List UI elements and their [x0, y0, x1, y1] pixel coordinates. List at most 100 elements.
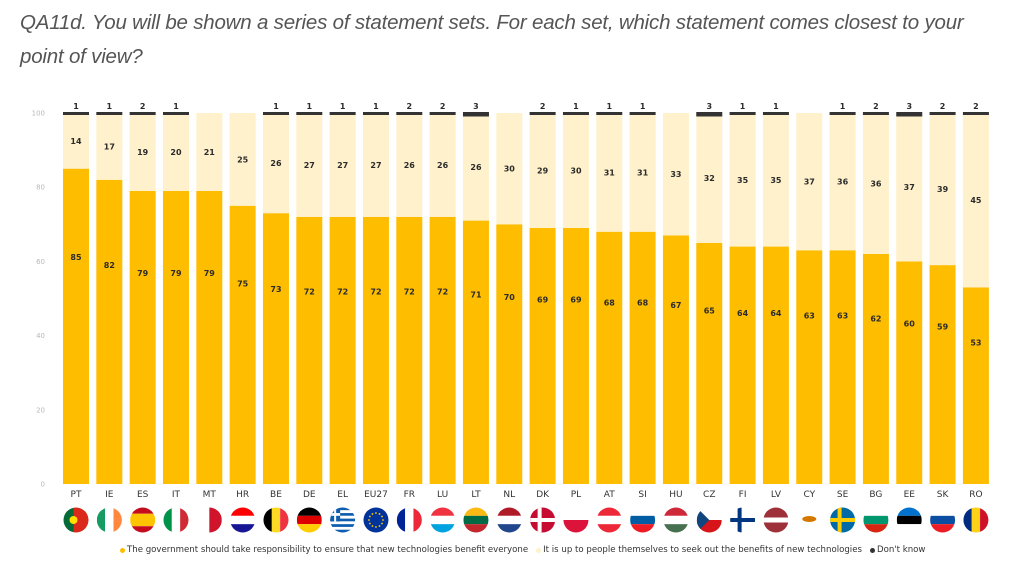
flag-cy-icon [796, 507, 822, 533]
data-label-government: 64 [770, 309, 782, 318]
bar-people [929, 113, 956, 266]
bar-group-lt: 3 71 26 [462, 102, 489, 484]
flag-lu-icon [430, 507, 456, 533]
data-label-dont-know: 2 [973, 102, 979, 111]
x-tick-label: MT [203, 490, 217, 500]
bar-people [729, 113, 756, 247]
bar-group-at: 1 68 31 [596, 102, 623, 484]
flag-es-icon [130, 507, 156, 533]
data-label-government: 70 [504, 293, 516, 302]
bar-government [796, 250, 823, 484]
bar-group-se: 1 63 36 [829, 102, 856, 484]
bar-group-ee: 3 60 37 [896, 102, 923, 484]
bar-people [762, 113, 789, 247]
bar-group-mt: 79 21 [196, 113, 223, 484]
legend: The government should take responsibilit… [120, 545, 925, 555]
bar-dont-know [296, 112, 323, 115]
x-tick-label: EL [337, 490, 348, 500]
legend-swatch-government [120, 547, 125, 553]
flag-pt-icon [63, 507, 89, 533]
x-tick-label: IT [172, 490, 181, 500]
data-label-government: 67 [670, 301, 681, 310]
bar-people [862, 113, 889, 254]
bar-people [196, 113, 223, 191]
data-label-government: 82 [104, 261, 115, 270]
data-label-dont-know: 2 [940, 102, 946, 111]
bar-government [696, 242, 723, 484]
flag-lv-icon [763, 507, 789, 533]
flag-be-icon [263, 507, 289, 533]
data-label-government: 69 [537, 296, 549, 305]
data-label-government: 53 [970, 338, 981, 347]
legend-label-dont-know: Don't know [876, 545, 926, 555]
bar-people [262, 113, 289, 214]
data-label-dont-know: 1 [173, 102, 179, 111]
x-tick-label: NL [503, 490, 515, 500]
data-label-people: 37 [904, 183, 915, 192]
data-label-dont-know: 2 [407, 102, 413, 111]
x-tick-label: BE [270, 490, 282, 500]
bar-people [229, 113, 256, 206]
bar-dont-know [63, 112, 89, 115]
bar-dont-know [96, 112, 123, 115]
bar-government [462, 220, 489, 484]
bar-dont-know [162, 112, 189, 115]
x-tick-label: BG [869, 490, 882, 500]
bar-dont-know [629, 112, 656, 115]
bar-people [662, 113, 689, 236]
data-label-people: 33 [670, 170, 681, 179]
data-label-government: 68 [604, 298, 616, 307]
flag-dk-icon [530, 507, 556, 533]
bars: 1851418217279191792079217525173261722717… [63, 102, 989, 485]
flag-de-icon [296, 507, 322, 533]
bar-people [496, 113, 523, 225]
flag-hr-icon [230, 507, 256, 533]
data-label-dont-know: 2 [540, 102, 546, 111]
data-label-people: 27 [337, 161, 348, 170]
y-tick-label: 60 [36, 258, 45, 266]
flag-eu27-icon [363, 507, 389, 533]
data-label-government: 79 [204, 269, 216, 278]
x-tick-label: SE [837, 490, 849, 500]
data-label-people: 31 [637, 168, 649, 177]
bar-government [329, 216, 356, 484]
bar-government [229, 205, 256, 484]
data-label-dont-know: 2 [440, 102, 446, 111]
bar-dont-know [429, 112, 456, 115]
bar-group-cz: 3 65 32 [696, 102, 723, 484]
x-tick-label: HU [669, 490, 682, 500]
flag-bg-icon [863, 507, 889, 533]
x-tick-label: RO [969, 490, 982, 500]
bar-government [929, 265, 956, 484]
y-tick-label: 0 [41, 481, 45, 489]
data-label-dont-know: 3 [706, 102, 712, 111]
data-label-dont-know: 3 [906, 102, 912, 111]
bar-people [629, 113, 656, 232]
bar-government [396, 216, 423, 484]
bar-government [529, 228, 556, 484]
data-label-dont-know: 1 [840, 102, 846, 111]
bar-people [329, 113, 356, 217]
data-label-people: 26 [270, 159, 282, 168]
flag-ee-icon [896, 507, 922, 533]
data-label-government: 79 [170, 269, 182, 278]
data-label-people: 32 [704, 174, 715, 183]
bar-government [296, 216, 323, 484]
bar-people [362, 113, 389, 217]
data-label-dont-know: 1 [606, 102, 612, 111]
flag-cz-icon [696, 507, 722, 533]
bar-dont-know [362, 112, 389, 115]
legend-label-people: It is up to people themselves to seek ou… [543, 545, 862, 555]
x-tick-label: ES [137, 490, 149, 500]
bar-dont-know [329, 112, 356, 115]
data-label-government: 72 [304, 288, 315, 297]
bar-government [629, 231, 656, 484]
flag-pl-icon [563, 507, 589, 533]
data-label-dont-know: 1 [740, 102, 746, 111]
bar-government [63, 168, 89, 484]
data-label-people: 26 [470, 163, 482, 172]
bar-group-bg: 2 62 36 [862, 102, 889, 484]
data-label-people: 30 [504, 165, 516, 174]
data-label-dont-know: 1 [640, 102, 646, 111]
